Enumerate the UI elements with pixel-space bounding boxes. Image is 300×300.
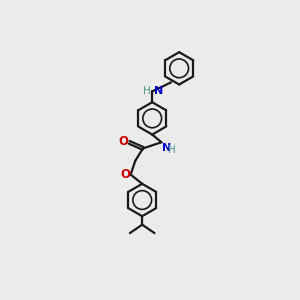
Text: H: H bbox=[168, 145, 176, 154]
Text: N: N bbox=[162, 143, 172, 153]
Text: N: N bbox=[154, 86, 163, 96]
Text: O: O bbox=[119, 135, 129, 148]
Text: O: O bbox=[120, 168, 130, 181]
Text: H: H bbox=[143, 86, 151, 96]
